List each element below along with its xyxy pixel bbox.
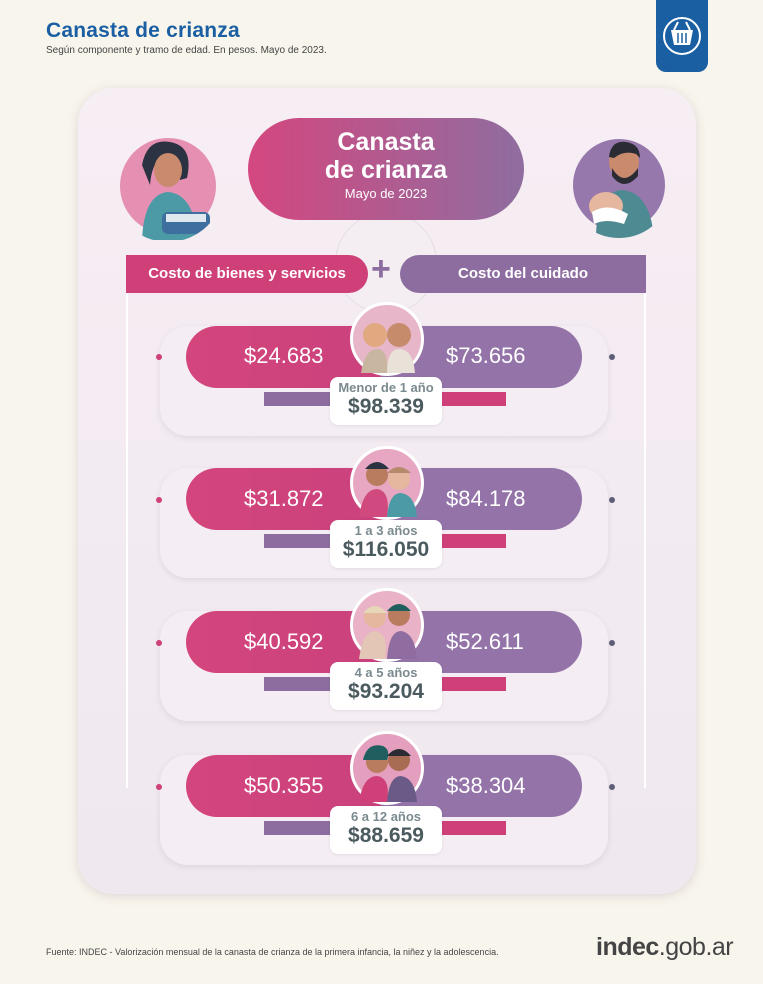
total-value: $88.659: [330, 824, 442, 848]
mother-illustration: [112, 130, 224, 242]
school-children-icon: [350, 731, 424, 805]
bienes-value: $40.592: [244, 629, 364, 655]
connector-dot-right: [609, 354, 615, 360]
babies-icon: [350, 302, 424, 376]
basket-icon: [656, 0, 708, 72]
age-range-label: 4 a 5 años: [330, 662, 442, 680]
age-range-label: 6 a 12 años: [330, 806, 442, 824]
bienes-value: $50.355: [244, 773, 364, 799]
total-value: $116.050: [330, 538, 442, 562]
total-box: 6 a 12 años $88.659: [330, 806, 442, 854]
cuidado-value: $73.656: [446, 343, 566, 369]
bienes-servicios-label: Costo de bienes y servicios: [126, 255, 368, 293]
cuidado-value: $52.611: [446, 629, 566, 655]
mother-icon: [112, 130, 224, 242]
page-title: Canasta de crianza: [46, 19, 240, 43]
plus-sign: +: [371, 250, 391, 289]
right-connector-line: [644, 293, 646, 788]
cuidado-value: $84.178: [446, 486, 566, 512]
toddlers-icon: [350, 446, 424, 520]
basket-logo: [656, 0, 708, 72]
source-note: Fuente: INDEC - Valorización mensual de …: [46, 947, 499, 957]
main-title-line2: de crianza: [248, 156, 524, 184]
main-title-date: Mayo de 2023: [248, 186, 524, 201]
connector-dot-left: [156, 354, 162, 360]
connector-dot-right: [609, 497, 615, 503]
cuidado-value: $38.304: [446, 773, 566, 799]
father-icon: [566, 132, 672, 238]
connector-dot-left: [156, 497, 162, 503]
total-box: 4 a 5 años $93.204: [330, 662, 442, 710]
main-title-pill: Canasta de crianza Mayo de 2023: [248, 118, 524, 220]
brand-domain: .gob.ar: [659, 933, 733, 961]
father-illustration: [566, 132, 672, 238]
bienes-value: $24.683: [244, 343, 364, 369]
age-range-label: Menor de 1 año: [330, 377, 442, 395]
total-box: 1 a 3 años $116.050: [330, 520, 442, 568]
main-title-line1: Canasta: [248, 118, 524, 156]
connector-dot-right: [609, 640, 615, 646]
connector-dot-left: [156, 640, 162, 646]
total-value: $93.204: [330, 680, 442, 704]
total-value: $98.339: [330, 395, 442, 419]
bienes-value: $31.872: [244, 486, 364, 512]
total-box: Menor de 1 año $98.339: [330, 377, 442, 425]
age-range-label: 1 a 3 años: [330, 520, 442, 538]
left-connector-line: [126, 293, 128, 788]
connector-dot-left: [156, 784, 162, 790]
connector-dot-right: [609, 784, 615, 790]
indec-brand: indec.gob.ar: [596, 933, 733, 962]
brand-bold: indec: [596, 933, 659, 961]
costo-cuidado-label: Costo del cuidado: [400, 255, 646, 293]
page-subtitle: Según componente y tramo de edad. En pes…: [46, 45, 327, 56]
children-icon: [350, 588, 424, 662]
